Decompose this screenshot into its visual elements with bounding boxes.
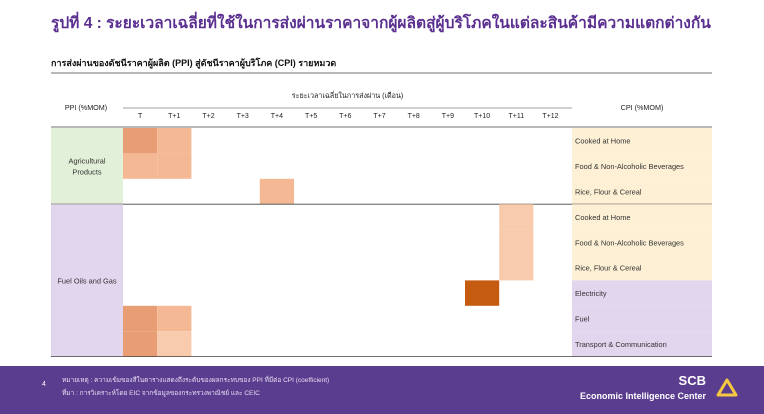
- heat-cell-t-plus-11: [499, 204, 534, 230]
- ppi-label: Products: [72, 168, 101, 177]
- heat-cell-t: [123, 305, 158, 332]
- heat-cell-t: [123, 128, 158, 154]
- heat-cell-t-plus-1: [157, 153, 192, 179]
- column-label-t: T: [138, 113, 143, 120]
- heat-cell-t: [123, 331, 158, 357]
- footer-bar: 4 หมายเหตุ : ความเข้มของสีในตารางแสดงถึง…: [0, 366, 764, 414]
- footer-source: ที่มา : การวิเคราะห์โดย EIC จากข้อมูลของ…: [62, 390, 260, 397]
- cpi-cell: [572, 153, 712, 179]
- scb-logo-icon: [716, 378, 738, 397]
- cpi-label: Rice, Flour & Cereal: [575, 264, 642, 273]
- cpi-label: Food & Non-Alcoholic Beverages: [575, 162, 684, 171]
- cpi-cell: [572, 204, 712, 230]
- cpi-cell: [572, 305, 712, 332]
- lag-group-header: ระยะเวลาเฉลี่ยในการส่งผ่าน (เดือน): [292, 91, 404, 100]
- heat-cell-t-plus-1: [157, 128, 192, 154]
- ppi-label: Agricultural: [69, 157, 106, 166]
- cpi-cell: [572, 229, 712, 255]
- cpi-header: CPI (%MOM): [621, 103, 664, 112]
- heat-cell-t-plus-1: [157, 331, 192, 357]
- column-label-t-plus-7: T+7: [373, 113, 385, 120]
- ppi-group-cell: [51, 128, 123, 205]
- cpi-label: Food & Non-Alcoholic Beverages: [575, 238, 684, 247]
- heatmap-chart: PPI (%MOM) ระยะเวลาเฉลี่ยในการส่งผ่าน (เด…: [51, 72, 712, 358]
- column-label-t-plus-8: T+8: [408, 113, 420, 120]
- cpi-label: Rice, Flour & Cereal: [575, 188, 642, 197]
- column-label-t-plus-4: T+4: [271, 113, 283, 120]
- cpi-cell: [572, 331, 712, 357]
- page-number: 4: [42, 381, 46, 388]
- column-label-t-plus-10: T+10: [474, 113, 490, 120]
- cpi-label: Cooked at Home: [575, 137, 630, 146]
- ppi-label: Fuel Oils and Gas: [57, 276, 116, 285]
- chart-subtitle: การส่งผ่านของดัชนีราคาผู้ผลิต (PPI) สู่ด…: [51, 58, 337, 68]
- cpi-cell: [572, 178, 712, 205]
- column-label-t-plus-6: T+6: [339, 113, 351, 120]
- cpi-cell: [572, 255, 712, 281]
- footer-note: หมายเหตุ : ความเข้มของสีในตารางแสดงถึงระ…: [62, 377, 330, 384]
- column-label-t-plus-1: T+1: [168, 113, 180, 120]
- heat-cell-t: [123, 153, 158, 179]
- cpi-label: Fuel: [575, 315, 590, 324]
- ppi-group-cell: [51, 204, 123, 357]
- page-title: รูปที่ 4 : ระยะเวลาเฉลี่ยที่ใช้ในการส่งผ…: [51, 15, 711, 32]
- eic-logo-text: Economic Intelligence Center: [579, 391, 706, 401]
- column-label-t-plus-9: T+9: [442, 113, 454, 120]
- scb-logo-text: SCB: [678, 373, 706, 388]
- heat-cell-t-plus-11: [499, 255, 534, 281]
- cpi-label: Transport & Communication: [575, 340, 667, 349]
- cpi-label: Electricity: [575, 289, 607, 298]
- cpi-label: Cooked at Home: [575, 213, 630, 222]
- ppi-header: PPI (%MOM): [65, 103, 107, 112]
- heat-cell-t-plus-11: [499, 229, 534, 255]
- heat-cell-t-plus-4: [259, 178, 294, 205]
- cpi-cell: [572, 280, 712, 306]
- heat-cell-t-plus-10: [465, 280, 500, 306]
- column-label-t-plus-2: T+2: [202, 113, 214, 120]
- column-label-t-plus-3: T+3: [237, 113, 249, 120]
- column-label-t-plus-12: T+12: [542, 113, 558, 120]
- heat-cell-t-plus-1: [157, 305, 192, 332]
- column-label-t-plus-5: T+5: [305, 113, 317, 120]
- cpi-cell: [572, 128, 712, 154]
- column-label-t-plus-11: T+11: [508, 113, 524, 120]
